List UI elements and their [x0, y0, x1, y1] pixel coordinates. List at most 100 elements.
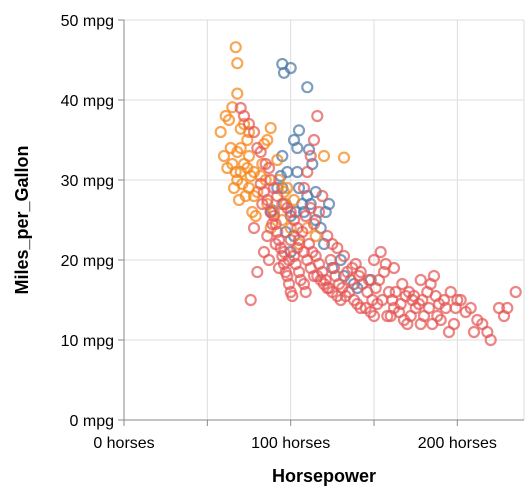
data-point: [427, 269, 441, 283]
x-tick-label: 0 horses: [93, 435, 154, 452]
data-point: [467, 325, 481, 339]
x-axis-title: Horsepower: [272, 466, 376, 486]
data-point: [287, 193, 301, 207]
data-point: [247, 221, 261, 235]
data-point: [377, 265, 391, 279]
data-point: [309, 229, 322, 243]
data-point: [241, 133, 254, 147]
grid: [123, 19, 525, 421]
data-point: [217, 149, 231, 163]
y-tick-label: 30 mpg: [61, 173, 114, 190]
data-point: [214, 125, 227, 139]
data-point: [281, 269, 294, 283]
data-point: [291, 165, 304, 179]
data-point: [312, 205, 326, 219]
data-point: [249, 209, 262, 223]
data-point: [261, 133, 274, 147]
data-point: [481, 325, 494, 339]
data-point: [471, 313, 484, 327]
data-point: [366, 293, 379, 307]
data-point: [406, 293, 419, 307]
axes: 0 horses 100 horses 200 horses 0 mpg 10 mpg 2…: [61, 13, 524, 452]
data-point: [231, 57, 244, 70]
y-tick-label: 40 mpg: [61, 93, 114, 110]
data-point: [317, 149, 331, 163]
data-point: [229, 165, 242, 179]
data-point: [236, 177, 249, 191]
data-point: [284, 61, 297, 75]
x-tick-label: 200 horses: [418, 435, 497, 452]
data-point: [331, 241, 344, 255]
data-point: [286, 289, 299, 303]
data-point: [226, 101, 239, 114]
data-point: [267, 209, 281, 223]
data-point: [302, 143, 316, 156]
data-point: [282, 277, 296, 291]
data-point: [272, 261, 286, 275]
data-point: [304, 197, 317, 211]
data-point: [444, 285, 457, 299]
data-point: [389, 285, 402, 299]
data-point: [354, 265, 367, 279]
data-point: [231, 87, 244, 100]
data-points: [214, 41, 522, 347]
data-point: [247, 125, 261, 139]
data-point: [301, 81, 314, 94]
y-tick-label: 50 mpg: [61, 13, 114, 30]
data-point: [242, 125, 256, 139]
data-point: [434, 313, 447, 327]
data-point: [422, 301, 436, 315]
data-point: [497, 309, 511, 323]
y-tick-label: 0 mpg: [70, 413, 114, 430]
data-point: [464, 301, 477, 315]
data-point: [229, 41, 242, 54]
data-point: [269, 237, 282, 251]
data-point: [414, 273, 427, 287]
data-point: [254, 145, 267, 159]
data-point: [281, 181, 294, 195]
data-point: [224, 141, 237, 155]
data-point: [322, 281, 336, 295]
data-point: [316, 189, 329, 203]
y-tick-label: 10 mpg: [61, 333, 114, 350]
data-point: [337, 151, 351, 164]
data-point: [362, 273, 376, 287]
data-point: [297, 181, 311, 195]
data-point: [299, 285, 312, 299]
data-point: [304, 149, 317, 163]
x-tick-label: 100 horses: [251, 435, 330, 452]
y-axis-title: Miles_per_Gallon: [12, 145, 32, 294]
data-point: [251, 265, 264, 279]
data-point: [374, 245, 387, 259]
data-point: [254, 169, 267, 183]
data-point: [292, 265, 306, 279]
data-point: [307, 217, 321, 231]
data-point: [454, 293, 467, 307]
data-point: [327, 261, 341, 275]
data-point: [266, 217, 279, 231]
data-point: [292, 124, 306, 137]
data-point: [447, 317, 461, 331]
data-point: [509, 285, 522, 299]
data-point: [311, 109, 324, 123]
data-point: [222, 113, 236, 127]
data-point: [291, 241, 304, 255]
data-point: [322, 197, 336, 211]
data-point: [291, 141, 304, 155]
data-point: [301, 165, 314, 179]
data-point: [336, 281, 349, 295]
data-point: [261, 229, 274, 243]
data-point: [242, 149, 256, 163]
data-point: [297, 277, 311, 291]
data-point: [387, 261, 401, 275]
data-point: [239, 189, 252, 203]
data-point: [307, 133, 321, 147]
data-point: [262, 161, 276, 175]
y-tick-label: 20 mpg: [61, 253, 114, 270]
data-point: [292, 181, 306, 195]
data-point: [367, 253, 381, 267]
data-point: [396, 277, 409, 291]
data-point: [437, 293, 451, 307]
